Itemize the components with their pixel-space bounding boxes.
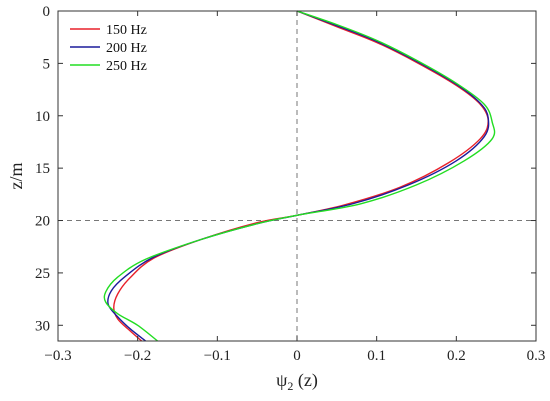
y-tick-label: 20 (35, 214, 50, 230)
series-line-200-hz (107, 10, 490, 342)
x-tick-label: 0.1 (367, 348, 386, 364)
y-tick-label: 10 (35, 109, 50, 125)
x-tick-label: 0.2 (447, 348, 466, 364)
y-axis-label: z/m (6, 163, 26, 190)
x-axis-label: ψ2 (z) (276, 370, 318, 393)
y-tick-label: 0 (43, 4, 51, 20)
x-tick-label: −0.1 (204, 348, 231, 364)
x-tick-label: −0.2 (124, 348, 151, 364)
y-tick-label: 30 (35, 318, 50, 334)
y-tick-label: 15 (35, 161, 50, 177)
x-axis: −0.3 −0.2 −0.1 0 0.1 0.2 0.3 (44, 11, 545, 364)
x-tick-label: 0 (293, 348, 301, 364)
legend-label: 200 Hz (106, 41, 147, 56)
y-tick-label: 25 (35, 266, 50, 282)
series-line-150-hz (113, 10, 489, 342)
legend: 150 Hz 200 Hz 250 Hz (63, 16, 173, 78)
legend-label: 250 Hz (106, 59, 147, 74)
x-axis-label-symbol: ψ (276, 370, 288, 390)
y-tick-label: 5 (43, 56, 51, 72)
x-axis-label-suffix: (z) (293, 370, 317, 391)
x-axis-label-subscript: 2 (287, 379, 293, 393)
y-axis: 0 5 10 15 20 25 30 (35, 4, 536, 334)
series-layer (103, 10, 496, 342)
x-tick-label: 0.3 (527, 348, 546, 364)
legend-label: 150 Hz (106, 23, 147, 38)
x-tick-label: −0.3 (44, 348, 71, 364)
series-line-250-hz (103, 10, 496, 342)
